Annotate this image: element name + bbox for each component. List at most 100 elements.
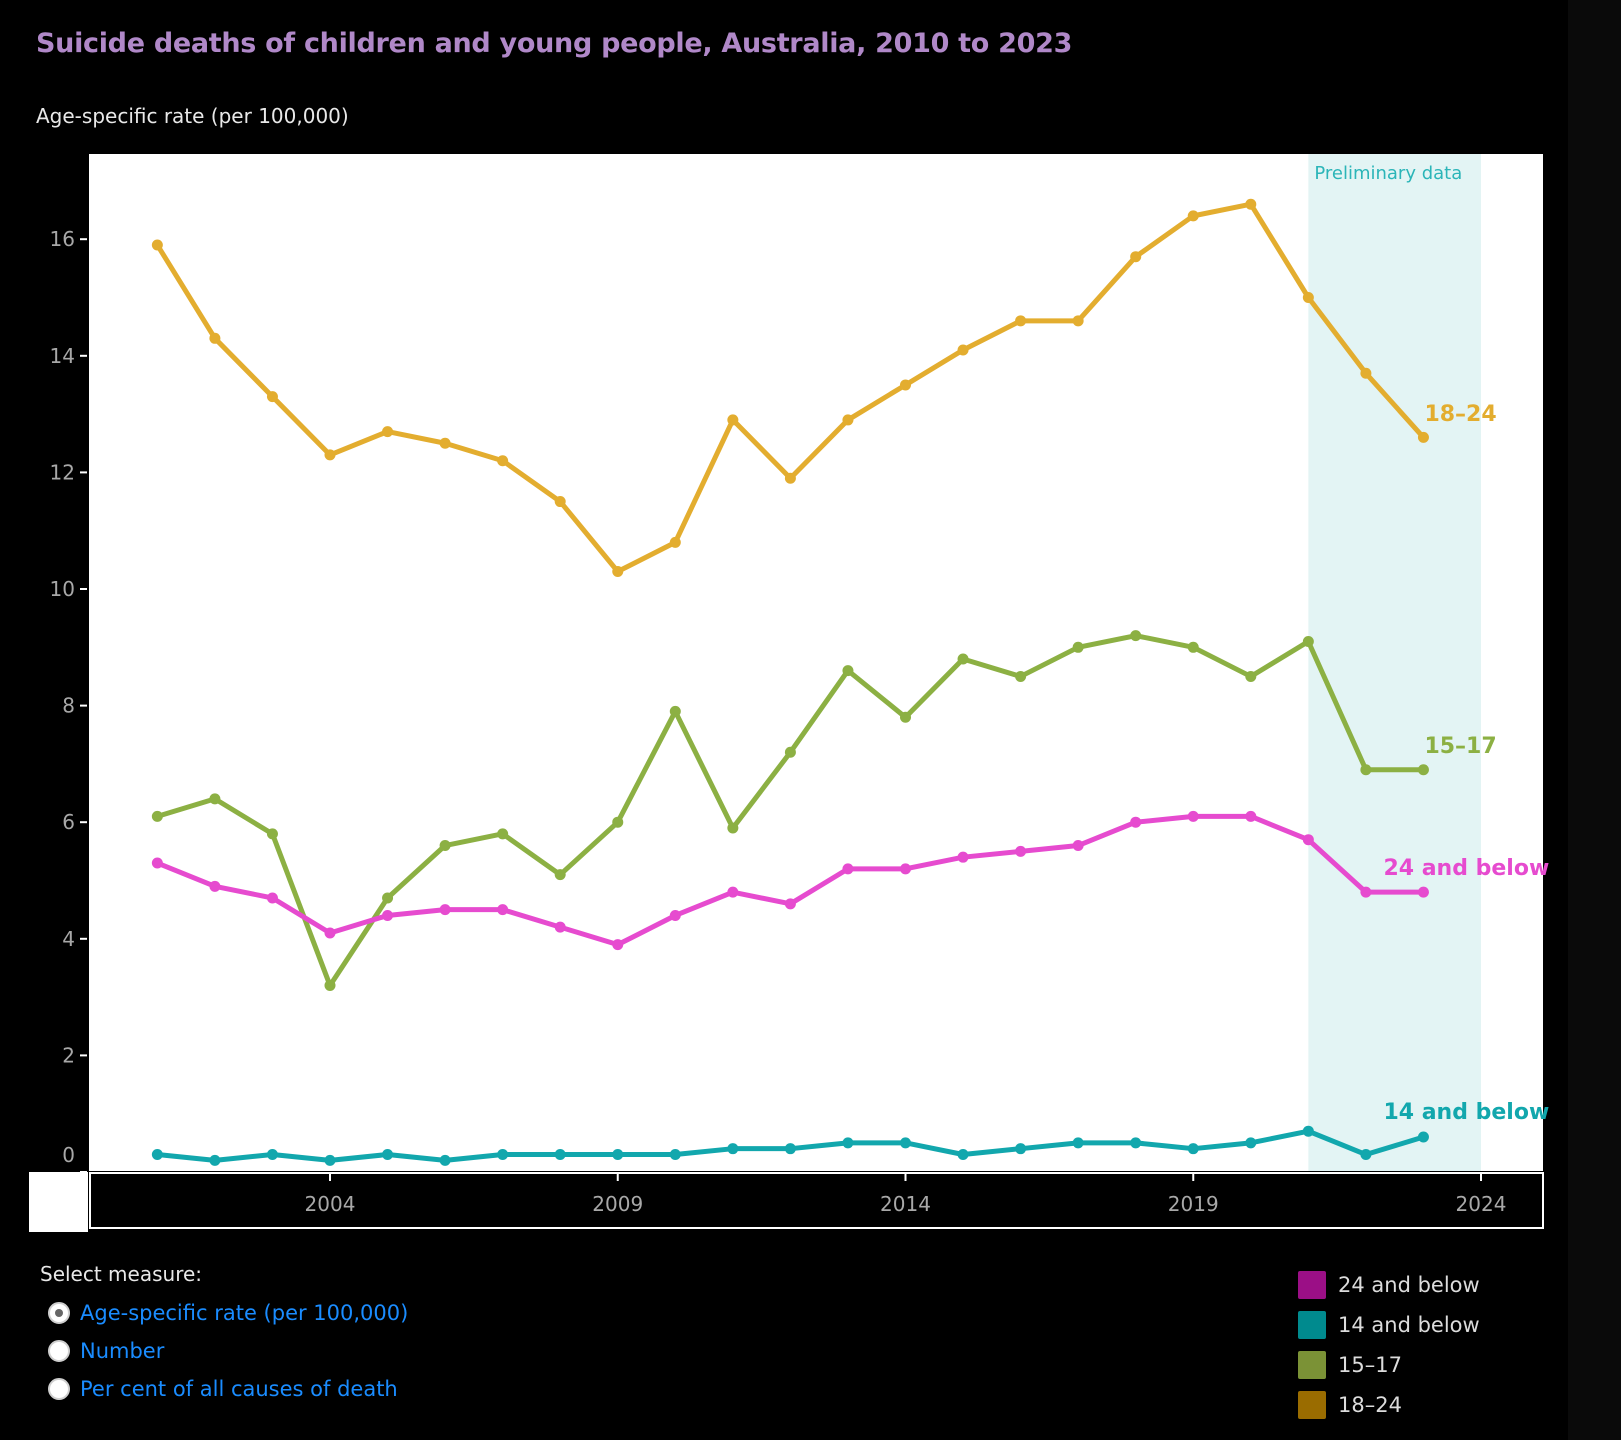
data-point-15-17[interactable] [957,653,969,665]
data-point-24-and-below[interactable] [266,892,278,904]
data-point-18-24[interactable] [900,379,911,391]
data-point-18-24[interactable] [669,536,681,548]
data-point-18-24[interactable] [727,414,739,426]
data-point-24-and-below[interactable] [324,927,336,939]
data-point-24-and-below[interactable] [554,921,566,933]
data-point-24-and-below[interactable] [1417,886,1429,898]
data-point-15-17[interactable] [209,793,221,805]
data-point-18-24[interactable] [957,344,969,356]
data-point-24-and-below[interactable] [612,939,624,951]
data-point-15-17[interactable] [1302,635,1314,647]
data-point-14-and-below[interactable] [784,1143,796,1155]
data-point-14-and-below[interactable] [151,1149,163,1161]
data-point-24-and-below[interactable] [382,909,394,921]
data-point-14-and-below[interactable] [669,1149,681,1161]
data-point-15-17[interactable] [1015,670,1027,682]
data-point-24-and-below[interactable] [151,857,163,869]
data-point-18-24[interactable] [209,332,221,344]
data-point-18-24[interactable] [612,566,624,578]
data-point-14-and-below[interactable] [439,1154,451,1166]
data-point-18-24[interactable] [324,449,336,461]
data-point-15-17[interactable] [439,840,451,852]
legend-item-18-24[interactable]: 18–24 [1298,1385,1480,1425]
data-point-18-24[interactable] [1360,367,1372,379]
data-point-14-and-below[interactable] [1130,1137,1142,1149]
data-point-15-17[interactable] [1245,670,1257,682]
data-point-14-and-below[interactable] [266,1149,278,1161]
data-point-15-17[interactable] [1187,641,1199,653]
data-point-15-17[interactable] [1130,630,1142,642]
data-point-15-17[interactable] [554,869,566,881]
data-point-14-and-below[interactable] [554,1149,566,1161]
data-point-18-24[interactable] [1417,431,1429,443]
measure-option-label[interactable]: Age-specific rate (per 100,000) [80,1301,409,1325]
data-point-24-and-below[interactable] [784,898,796,910]
data-point-15-17[interactable] [324,979,336,991]
data-point-15-17[interactable] [382,892,394,904]
data-point-15-17[interactable] [727,822,739,834]
data-point-18-24[interactable] [1245,198,1257,210]
data-point-14-and-below[interactable] [1417,1131,1429,1143]
data-point-24-and-below[interactable] [842,863,854,875]
data-point-24-and-below[interactable] [957,851,969,863]
data-point-18-24[interactable] [1072,315,1084,327]
data-point-18-24[interactable] [151,239,163,251]
data-point-15-17[interactable] [669,705,681,717]
data-point-14-and-below[interactable] [612,1149,624,1161]
data-point-24-and-below[interactable] [1015,845,1027,857]
data-point-14-and-below[interactable] [727,1143,739,1155]
measure-option-label[interactable]: Per cent of all causes of death [80,1377,398,1401]
data-point-14-and-below[interactable] [1187,1143,1199,1155]
measure-option-number[interactable]: Number [48,1332,408,1370]
data-point-15-17[interactable] [1072,641,1084,653]
legend-item-15-17[interactable]: 15–17 [1298,1345,1480,1385]
data-point-24-and-below[interactable] [727,886,739,898]
data-point-24-and-below[interactable] [497,904,509,916]
data-point-18-24[interactable] [266,391,278,403]
legend-item-14-and-below[interactable]: 14 and below [1298,1305,1480,1345]
data-point-18-24[interactable] [554,496,566,508]
data-point-18-24[interactable] [1130,251,1142,263]
data-point-18-24[interactable] [1302,292,1314,303]
data-point-15-17[interactable] [151,810,163,822]
measure-option-rate[interactable]: Age-specific rate (per 100,000) [48,1294,408,1332]
data-point-24-and-below[interactable] [1360,886,1372,898]
data-point-14-and-below[interactable] [957,1149,969,1161]
data-point-14-and-below[interactable] [900,1137,911,1149]
data-point-24-and-below[interactable] [669,909,681,921]
data-point-24-and-below[interactable] [900,863,911,875]
measure-option-percent[interactable]: Per cent of all causes of death [48,1370,408,1408]
data-point-15-17[interactable] [497,828,509,840]
data-point-14-and-below[interactable] [842,1137,854,1149]
data-point-18-24[interactable] [842,414,854,426]
data-point-14-and-below[interactable] [497,1149,509,1161]
measure-option-label[interactable]: Number [80,1339,165,1363]
data-point-24-and-below[interactable] [209,880,221,892]
data-point-14-and-below[interactable] [1302,1125,1314,1137]
data-point-15-17[interactable] [612,816,624,828]
data-point-24-and-below[interactable] [439,904,451,916]
data-point-14-and-below[interactable] [1072,1137,1084,1149]
data-point-18-24[interactable] [382,426,394,438]
data-point-14-and-below[interactable] [1245,1137,1257,1149]
data-point-18-24[interactable] [1187,210,1199,222]
data-point-14-and-below[interactable] [382,1149,394,1161]
data-point-15-17[interactable] [900,711,911,723]
data-point-24-and-below[interactable] [1302,834,1314,846]
radio-button-number[interactable] [48,1340,70,1362]
data-point-15-17[interactable] [842,665,854,677]
radio-button-percent[interactable] [48,1378,70,1400]
legend-item-24-and-below[interactable]: 24 and below [1298,1265,1480,1305]
data-point-15-17[interactable] [1417,764,1429,776]
data-point-24-and-below[interactable] [1130,816,1142,828]
data-point-18-24[interactable] [439,437,451,449]
data-point-14-and-below[interactable] [1015,1143,1027,1155]
data-point-14-and-below[interactable] [209,1154,221,1166]
data-point-18-24[interactable] [1015,315,1027,327]
data-point-14-and-below[interactable] [1360,1149,1372,1161]
data-point-15-17[interactable] [1360,764,1372,776]
data-point-14-and-below[interactable] [324,1154,336,1166]
data-point-18-24[interactable] [497,455,509,467]
data-point-18-24[interactable] [784,472,796,484]
data-point-24-and-below[interactable] [1072,840,1084,852]
